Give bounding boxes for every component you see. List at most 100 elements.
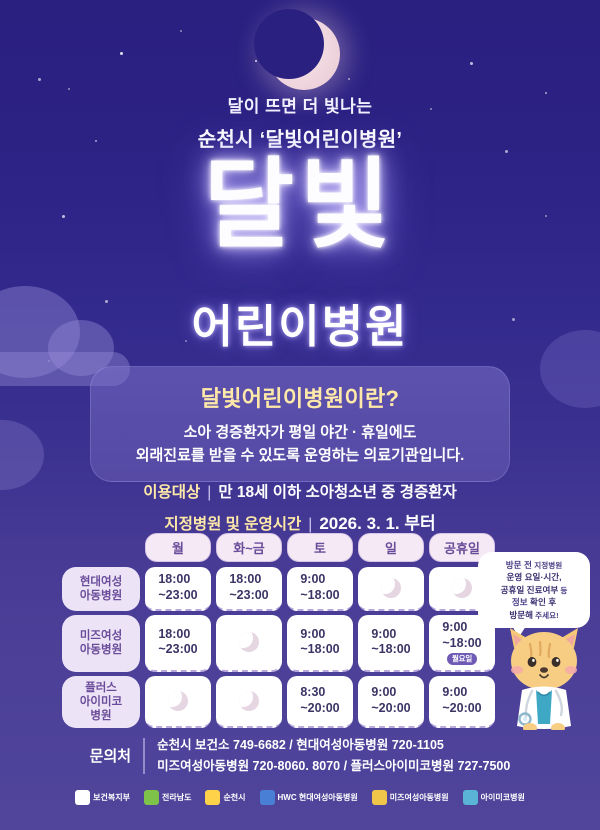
crescent-moon-icon xyxy=(254,9,340,90)
logo-mark-icon xyxy=(75,790,91,805)
meta-label-hours: 지정병원 및 운영시간 xyxy=(164,516,302,533)
hospital-name-label: 미즈여성 아동병원 xyxy=(62,615,140,672)
logo-mark-icon xyxy=(143,790,159,805)
schedule-column-header-1: 월 xyxy=(145,533,211,562)
card-b1b: 경증환자 xyxy=(215,424,271,441)
schedule-hours: 9:00 ~20:00 xyxy=(442,685,482,715)
schedule-hours: 18:00 ~23:00 xyxy=(229,572,269,602)
schedule-cell: 9:00 ~18:00 xyxy=(287,567,353,611)
schedule-cell: 9:00 ~18:00 xyxy=(287,615,353,672)
meta-value-target: 만 18세 이하 소아청소년 중 경증환자 xyxy=(218,484,457,501)
schedule-cell: 8:30 ~20:00 xyxy=(287,675,353,728)
schedule-table: 월 화~금 토 일 공휴일 현대여성 아동병원 18:00 ~23:00 18:00 ~23:00… xyxy=(62,533,500,732)
bubble-l5a: 방문해 xyxy=(509,609,534,620)
logo-label: 보건복지부 xyxy=(93,793,130,802)
schedule-hours: 18:00 ~23:00 xyxy=(158,626,198,657)
schedule-hours: 8:30 ~20:00 xyxy=(300,685,340,715)
bubble-l3a: 공휴일 진료여부 xyxy=(500,584,559,595)
schedule-cell: 18:00 ~23:00 xyxy=(145,567,211,611)
doctor-mascot xyxy=(510,628,578,730)
info-card-body: 소아 경증환자가 평일 야간 · 휴일에도 외래진료를 받을 수 있도록 운영하… xyxy=(101,422,499,467)
contact-line-1: 순천시 보건소 749-6682 / 현대여성아동병원 720-1105 xyxy=(157,738,444,752)
contact-title: 문의처 xyxy=(89,748,132,766)
schedule-header-row: 월 화~금 토 일 공휴일 xyxy=(62,533,500,562)
card-b2: 외래진료를 받을 수 있도록 운영하는 의료기관입니다. xyxy=(135,446,465,464)
bubble-l5b: 주세요! xyxy=(533,610,559,620)
schedule-hours: 9:00 ~18:00 xyxy=(300,572,340,602)
logo-bar: 보건복지부 전라남도 순천시 HWC 현대여성아동병원 미즈여성아동병원 아이미코병원 xyxy=(0,790,600,805)
schedule-cell: 18:00 ~23:00 xyxy=(145,615,211,672)
schedule-cell: 18:00 ~23:00 xyxy=(216,567,282,611)
schedule-cell xyxy=(216,675,282,728)
usage-meta: 이용대상 | 만 18세 이하 소아청소년 중 경증환자 지정병원 및 운영시간 | 2… xyxy=(0,480,600,541)
bubble-l3b: 등 xyxy=(558,585,568,595)
card-b1e: 에도 xyxy=(388,424,417,441)
neon-title: 달빛 xyxy=(203,149,397,259)
logo-mark-icon xyxy=(205,790,221,805)
table-row: 미즈여성 아동병원 18:00 ~23:00 9:00 ~18:00 9:00 ~18:00 9… xyxy=(62,615,500,672)
logo-label: 순천시 xyxy=(223,793,246,802)
schedule-cell xyxy=(216,615,282,672)
meta-label-target: 이용대상 xyxy=(143,484,201,501)
meta-value-hours: 2026. 3. 1. 부터 xyxy=(319,514,436,533)
schedule-hours: 9:00 ~20:00 xyxy=(371,685,411,715)
closed-moon-icon xyxy=(381,578,401,598)
closed-moon-icon xyxy=(239,632,259,653)
headline-line2: 순천시 ‘달빛어린이병원’ xyxy=(197,129,403,151)
partner-logo-6: 아이미코병원 xyxy=(462,790,525,805)
schedule-cell: 9:00 ~18:00 xyxy=(358,615,424,672)
schedule-cell: 9:00 ~18:00 월요일 xyxy=(429,615,495,672)
card-b1c: 가 xyxy=(270,424,289,441)
closed-moon-icon xyxy=(168,690,188,711)
bubble-l4a: 정보 xyxy=(511,597,531,608)
closed-moon-icon xyxy=(239,690,259,711)
schedule-hours: 9:00 ~18:00 xyxy=(442,620,482,650)
info-card-heading: 달빛어린이병원이란? xyxy=(200,386,400,411)
schedule-hours: 9:00 ~18:00 xyxy=(371,626,411,657)
logo-mark-icon xyxy=(259,790,275,805)
card-b1a: 소아 xyxy=(183,424,216,441)
contact-divider xyxy=(143,737,146,774)
logo-label: 미즈여성아동병원 xyxy=(389,793,449,802)
bubble-l4b: 확인 후 xyxy=(530,597,557,608)
bubble-l1b: 지정병원 xyxy=(534,561,563,570)
visit-notice-bubble: 방문 전 지정병원 운영 요일·시간, 공휴일 진료여부 등 정보 확인 후 방… xyxy=(478,552,590,638)
contact-line-2: 미즈여성아동병원 720-8060. 8070 / 플러스아이미코병원 727-… xyxy=(157,758,511,773)
schedule-column-header-3: 토 xyxy=(287,533,353,562)
meta-row-target: 이용대상 | 만 18세 이하 소아청소년 중 경증환자 xyxy=(0,480,600,502)
schedule-cell xyxy=(145,675,211,728)
schedule-cell xyxy=(358,567,424,611)
logo-mark-icon xyxy=(371,790,387,805)
logo-mark-icon xyxy=(462,790,478,805)
poster-headline: 달이 뜨면 더 빛나는 순천시 ‘달빛어린이병원’ xyxy=(0,92,600,152)
partner-logo-4: HWC 현대여성아동병원 xyxy=(259,790,358,805)
schedule-cell: 9:00 ~20:00 xyxy=(429,675,495,728)
partner-logo-5: 미즈여성아동병원 xyxy=(371,790,449,805)
meta-row-hours: 지정병원 및 운영시간 | 2026. 3. 1. 부터 xyxy=(0,509,600,534)
logo-label: 전라남도 xyxy=(161,793,192,802)
hospital-name-label: 현대여성 아동병원 xyxy=(62,567,140,611)
contact-section: 문의처 순천시 보건소 749-6682 / 현대여성아동병원 720-1105… xyxy=(0,735,600,776)
schedule-body: 현대여성 아동병원 18:00 ~23:00 18:00 ~23:00 9:00 ~18:00… xyxy=(62,567,500,728)
hospital-name-label: 플러스 아이미코 병원 xyxy=(62,675,140,728)
card-b1d: 평일 야간 · 휴일 xyxy=(288,424,389,441)
schedule-cell: 9:00 ~20:00 xyxy=(358,675,424,728)
meta-sep-1: | xyxy=(207,484,212,501)
table-row: 현대여성 아동병원 18:00 ~23:00 18:00 ~23:00 9:00 ~18:00 xyxy=(62,567,500,611)
schedule-badge: 월요일 xyxy=(446,653,478,665)
neon-subtitle: 어린이병원 xyxy=(191,301,409,352)
partner-logo-2: 전라남도 xyxy=(143,790,192,805)
logo-label: HWC 현대여성아동병원 xyxy=(277,793,358,802)
closed-moon-icon xyxy=(452,578,472,598)
schedule-hours: 9:00 ~18:00 xyxy=(300,626,340,657)
bubble-l2: 운영 요일·시간, xyxy=(506,572,562,583)
logo-label: 아이미코병원 xyxy=(480,793,525,802)
schedule-hours: 18:00 ~23:00 xyxy=(158,572,198,602)
partner-logo-3: 순천시 xyxy=(205,790,246,805)
meta-sep-2: | xyxy=(308,516,313,533)
contact-lines: 순천시 보건소 749-6682 / 현대여성아동병원 720-1105 미즈여… xyxy=(157,735,510,776)
schedule-column-header-2: 화~금 xyxy=(216,533,282,562)
schedule-column-header-5: 공휴일 xyxy=(429,533,495,562)
bubble-l1a: 방문 전 xyxy=(505,560,535,570)
